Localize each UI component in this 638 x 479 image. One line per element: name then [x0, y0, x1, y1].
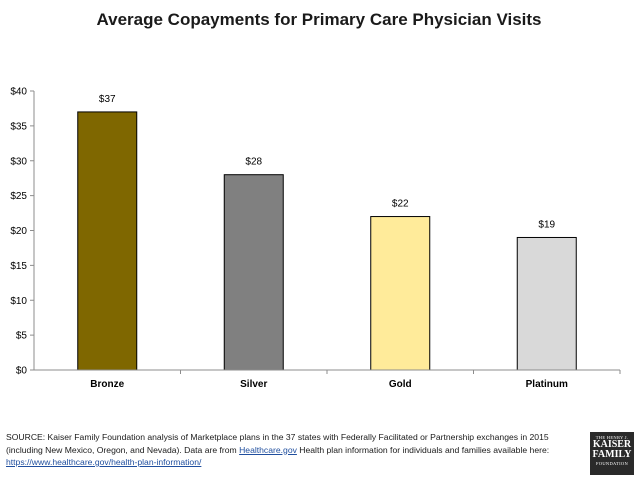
y-tick-label: $20 — [10, 226, 27, 237]
health-plan-info-link[interactable]: https://www.healthcare.gov/health-plan-i… — [6, 457, 202, 467]
data-label: $19 — [538, 219, 555, 230]
healthcare-gov-link[interactable]: Healthcare.gov — [239, 444, 297, 455]
chart-title: Average Copayments for Primary Care Phys… — [96, 10, 542, 29]
bars — [77, 111, 577, 371]
logo-line-2: KAISER — [592, 439, 632, 450]
logo-line-4: FOUNDATION — [596, 461, 628, 466]
bar — [223, 174, 284, 371]
y-tick-label: $10 — [10, 296, 27, 307]
y-tick-label: $15 — [10, 261, 27, 272]
source-text-middle: Health plan information for individuals … — [296, 444, 550, 455]
x-axis: Bronze Silver Gold Platinum — [34, 369, 621, 390]
data-label: $28 — [245, 157, 262, 168]
y-tick-label: $40 — [10, 87, 27, 98]
bar — [516, 236, 577, 371]
kff-logo: THE HENRY J. KAISER FAMILY FOUNDATION — [590, 432, 634, 475]
source-text: SOURCE: Kaiser Family Foundation analysi… — [6, 432, 549, 455]
bar — [77, 111, 138, 371]
source-note: SOURCE: Kaiser Family Foundation analysi… — [6, 431, 576, 469]
y-tick-label: $0 — [16, 366, 28, 377]
y-tick-label: $25 — [10, 191, 27, 202]
x-tick-label: Gold — [389, 379, 412, 390]
y-axis: $0 $5 $10 $15 $20 $25 $30 $35 $40 — [10, 87, 35, 377]
y-tick-label: $30 — [10, 156, 27, 167]
data-label: $37 — [99, 94, 116, 105]
logo-line-1: THE HENRY J. — [595, 435, 629, 440]
bar — [370, 216, 431, 371]
bar-chart: $0 $5 $10 $15 $20 $25 $30 $35 $40 $37 $28 $22 $19 B… — [10, 87, 621, 390]
logo-line-3: FAMILY — [592, 449, 632, 460]
y-tick-label: $35 — [10, 121, 27, 132]
x-tick-label: Silver — [240, 379, 267, 390]
data-label: $22 — [392, 199, 409, 210]
x-tick-label: Platinum — [526, 379, 568, 390]
x-tick-label: Bronze — [90, 379, 124, 390]
data-labels: $37 $28 $22 $19 — [99, 94, 556, 231]
y-tick-label: $5 — [16, 331, 28, 342]
